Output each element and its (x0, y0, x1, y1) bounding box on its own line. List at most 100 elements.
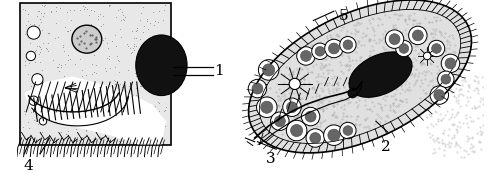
Point (140, 43, 148, 45)
Point (59, 45, 67, 48)
Point (92, 81, 100, 84)
Point (158, 78, 166, 80)
Point (72, 119, 80, 122)
Point (104, 121, 112, 124)
Ellipse shape (428, 40, 444, 57)
Point (149, 10, 157, 13)
Point (105, 58, 113, 61)
Point (70, 8, 78, 11)
Point (111, 66, 119, 69)
Point (36, 21, 44, 23)
Point (90, 10, 98, 13)
Point (136, 122, 143, 125)
Ellipse shape (349, 52, 412, 97)
Ellipse shape (386, 30, 404, 48)
Point (59, 44, 67, 46)
Point (54, 66, 62, 69)
Point (102, 140, 110, 143)
Ellipse shape (389, 34, 400, 45)
Point (32, 48, 40, 51)
Point (40, 100, 48, 103)
Point (102, 67, 110, 69)
Point (94, 35, 102, 38)
Ellipse shape (438, 71, 454, 88)
Point (100, 93, 108, 96)
Polygon shape (248, 0, 472, 153)
Point (66, 57, 74, 60)
Point (24, 13, 32, 15)
Point (96, 12, 104, 15)
Point (152, 74, 160, 77)
Point (120, 93, 128, 95)
Point (126, 104, 134, 107)
Point (120, 19, 128, 21)
Point (57, 65, 65, 68)
Point (150, 24, 158, 27)
Point (104, 111, 112, 114)
Point (94, 18, 102, 21)
Point (132, 37, 140, 39)
Point (115, 88, 123, 90)
Point (158, 47, 166, 50)
Ellipse shape (32, 74, 43, 85)
Point (128, 51, 136, 54)
Text: 4: 4 (23, 158, 33, 172)
Point (76, 9, 84, 12)
Point (62, 111, 70, 113)
Point (123, 114, 131, 116)
Point (92, 128, 100, 131)
Point (86, 98, 94, 100)
Point (64, 58, 72, 61)
Point (160, 4, 168, 7)
Ellipse shape (302, 107, 320, 126)
Point (88, 63, 96, 66)
Ellipse shape (434, 90, 444, 101)
Point (37, 12, 45, 14)
Point (62, 11, 70, 14)
Ellipse shape (408, 26, 427, 45)
Point (72, 128, 80, 131)
Point (139, 126, 147, 128)
Point (34, 15, 42, 18)
Point (132, 29, 140, 32)
Point (129, 94, 137, 97)
Point (146, 127, 154, 130)
Point (124, 84, 132, 87)
Point (132, 130, 140, 133)
Point (78, 74, 86, 77)
Point (90, 140, 98, 143)
Ellipse shape (136, 35, 187, 95)
Point (66, 29, 74, 32)
Point (20, 63, 28, 66)
Point (153, 51, 161, 53)
Point (56, 7, 64, 10)
Point (92, 64, 100, 67)
Point (136, 18, 144, 21)
Point (99, 100, 107, 103)
Point (20, 7, 28, 10)
Point (21, 32, 29, 35)
Ellipse shape (305, 111, 316, 122)
Point (24, 121, 32, 123)
Ellipse shape (260, 101, 273, 113)
Point (124, 116, 132, 118)
Ellipse shape (270, 112, 289, 130)
Point (46, 31, 54, 34)
Point (42, 121, 50, 124)
Point (37, 123, 45, 126)
Point (110, 79, 118, 82)
Point (156, 61, 164, 63)
Point (110, 117, 118, 120)
Point (72, 95, 80, 98)
Point (84, 93, 92, 96)
Point (156, 89, 164, 92)
Point (136, 132, 143, 134)
Point (149, 72, 157, 75)
Point (133, 60, 141, 63)
Point (82, 26, 90, 29)
Point (140, 109, 148, 111)
Point (144, 111, 152, 114)
Point (142, 129, 150, 131)
Point (85, 103, 93, 106)
Point (78, 69, 86, 71)
